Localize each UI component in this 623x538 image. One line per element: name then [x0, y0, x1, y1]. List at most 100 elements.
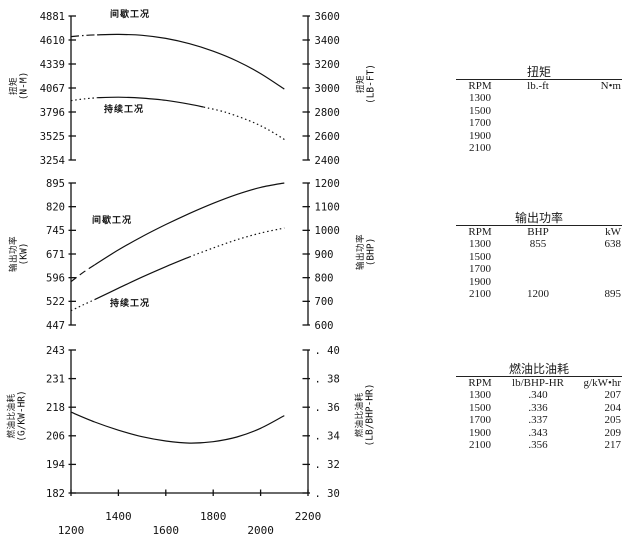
right-tick-label: 3600 [315, 11, 340, 23]
table-row-cell [572, 142, 622, 154]
right-tick-label: 3200 [315, 59, 340, 71]
table-header-row-cell: lb/BHP-HR [512, 377, 564, 389]
table-row: 1500 [456, 105, 622, 117]
x-tick-label: 2200 [295, 510, 322, 523]
power-curves-series-0-solid [94, 182, 285, 266]
data-table-1: 输出功率 RPM BHP kW 1300 855 638 1500 1700 1900 2100 12… [456, 211, 622, 300]
table-header-row: RPM lb.-ft N•m [456, 80, 622, 92]
table-row-cell: 1900 [469, 129, 491, 142]
table-title: 扭矩 [456, 65, 622, 80]
table-row-cell: 1700 [469, 117, 491, 130]
right-tick-label: 1100 [315, 201, 340, 213]
left-axis-unit: (KW) [19, 243, 30, 266]
left-tick-label: 4610 [40, 35, 65, 47]
right-axis-title: 燃油比油耗 (LB/BHP-HR) [354, 384, 376, 447]
table-row-cell: 1700 [469, 414, 491, 427]
table-row-cell [504, 92, 572, 104]
table-row-cell: 1300 [469, 389, 491, 402]
left-tick-label: 671 [46, 249, 65, 261]
table-row: 1900 [456, 130, 622, 142]
table-row: 1300 855 638 [456, 238, 622, 250]
left-axis-name: 燃油比油耗 [6, 393, 17, 438]
x-tick-label: 1400 [105, 510, 132, 523]
power-curves-series-1-dot [189, 227, 285, 258]
right-tick-label: 1000 [315, 225, 340, 237]
table-row-cell: 2100 [469, 439, 491, 452]
left-tick-label: 4881 [40, 11, 65, 23]
table-row-cell [572, 276, 622, 288]
table-row: 1700 [456, 263, 622, 275]
right-tick-label: 2400 [315, 155, 340, 167]
left-tick-label: 4067 [40, 83, 65, 95]
table-row-cell: .337 [528, 414, 548, 427]
x-tick-label: 1200 [58, 524, 85, 537]
table-row-cell: 1500 [469, 250, 491, 263]
right-tick-label: 800 [315, 272, 334, 284]
table-row-cell: .356 [528, 439, 548, 452]
table-row-cell [572, 130, 622, 142]
table-header-row: RPM lb/BHP-HR g/kW•hr [456, 377, 622, 389]
table-row: 1500 .336 204 [456, 402, 622, 414]
performance-tables: 扭矩 RPM lb.-ft N•m 1300 1500 1700 1900 2100 输出功率 RP… [456, 0, 622, 538]
torque-curves-chart: 4881 4610 4339 4067 3796 3525 3254 3600 3400 3200… [8, 8, 377, 167]
curve-label: 持续工况 [104, 103, 144, 115]
right-tick-label: 2800 [315, 107, 340, 119]
left-tick-label: 218 [46, 402, 65, 414]
table-title: 输出功率 [456, 211, 622, 226]
table-row-cell: 2100 [469, 288, 491, 301]
right-tick-label: . 34 [315, 431, 340, 443]
torque-curves-series-1-dot [203, 106, 288, 142]
left-tick-label: 243 [46, 345, 65, 357]
table-row-cell [504, 117, 572, 129]
table-row-cell: 1300 [469, 238, 491, 251]
left-tick-label: 194 [46, 459, 65, 471]
right-tick-label: . 38 [315, 373, 340, 385]
left-axis-name: 输出功率 [8, 236, 19, 272]
power-curves-chart: 895 820 745 671 596 522 447 1200 1100 1000 900 800 7… [8, 178, 377, 332]
left-tick-label: 182 [46, 488, 65, 500]
left-tick-label: 820 [46, 201, 65, 213]
table-header-row-cell: kW [605, 226, 621, 238]
right-axis-name: 扭矩 [355, 75, 366, 93]
curve-label: 间歇工况 [110, 8, 150, 20]
table-row-cell: 209 [604, 426, 622, 439]
table-row: 2100 [456, 142, 622, 154]
right-axis-unit: (LB/BHP-HR) [365, 384, 376, 447]
table-row: 1500 [456, 251, 622, 263]
right-tick-label: 3000 [315, 83, 340, 95]
left-tick-label: 3254 [40, 155, 65, 167]
table-row-cell [572, 263, 622, 275]
table-row-cell: 1900 [469, 275, 491, 288]
right-axis-unit: (LB-FT) [366, 64, 377, 104]
x-tick-label: 2000 [247, 524, 274, 537]
left-tick-label: 596 [46, 272, 65, 284]
left-axis-title: 燃油比油耗 (G/KW-HR) [6, 390, 28, 441]
table-row-cell: 1200 [527, 288, 549, 301]
table-header-row-cell: RPM [468, 226, 492, 238]
x-tick-label: 1600 [153, 524, 180, 537]
left-tick-label: 745 [46, 225, 65, 237]
table-row-cell: 2100 [469, 142, 491, 155]
left-tick-label: 522 [46, 296, 65, 308]
table-header-row-cell: RPM [468, 377, 492, 389]
right-tick-label: 600 [315, 320, 334, 332]
data-table-0: 扭矩 RPM lb.-ft N•m 1300 1500 1700 1900 2100 [456, 65, 622, 154]
right-tick-label: 2600 [315, 131, 340, 143]
table-row-cell: .336 [528, 401, 548, 414]
table-row-cell: .340 [528, 389, 548, 402]
table-row-cell [504, 251, 572, 263]
right-tick-label: . 32 [315, 459, 340, 471]
torque-curves-series-0-solid [97, 33, 285, 90]
table-row-cell: 204 [604, 401, 622, 414]
right-tick-label: . 40 [315, 345, 340, 357]
left-tick-label: 895 [46, 178, 65, 190]
power-curves-series-1-dot [70, 299, 95, 312]
right-axis-title: 输出功率 (BHP) [355, 234, 377, 270]
power-curves-series-1-solid [94, 256, 190, 301]
table-header-row-cell: N•m [600, 80, 621, 92]
table-row-cell: 1500 [469, 401, 491, 414]
left-tick-label: 231 [46, 373, 65, 385]
right-tick-label: . 30 [315, 488, 340, 500]
left-tick-label: 206 [46, 431, 65, 443]
